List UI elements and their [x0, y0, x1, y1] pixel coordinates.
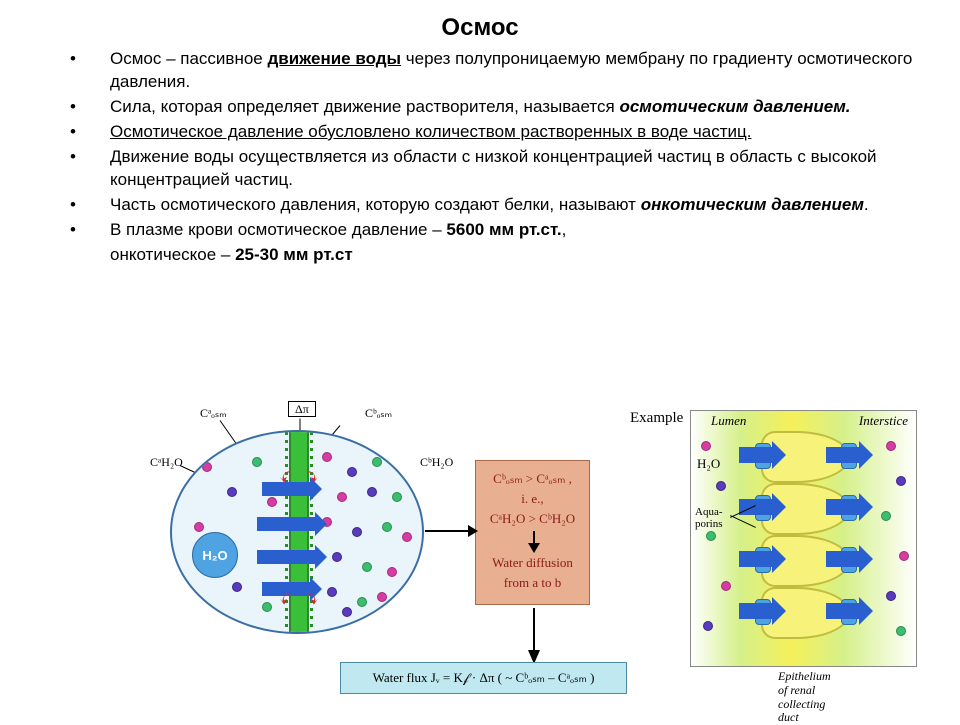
- h2o-icon: H₂O: [192, 532, 238, 578]
- aquaporins-label-2: porins: [695, 518, 723, 530]
- h2o-panel-label: H₂O: [697, 456, 720, 472]
- bullet-4: Движение воды осуществляется из области …: [110, 146, 920, 192]
- bullet-1: Осмос – пассивное движение воды через по…: [110, 48, 920, 94]
- example-label: Example: [630, 410, 683, 427]
- figure-area: CᵃH₂O Cᵃₒₛₘ Δπ Cᵇₒₛₘ CᵇH₂O: [140, 400, 920, 710]
- slide-title: Осмос: [0, 0, 960, 48]
- bullet-list: Осмос – пассивное движение воды через по…: [0, 48, 960, 266]
- bullet-3: Осмотическое давление обусловлено количе…: [110, 121, 920, 144]
- label-cosm-a: Cᵃₒₛₘ: [200, 406, 227, 421]
- side-b-label: b: [367, 612, 376, 628]
- panel-caption: Epithelium of renal collecting duct: [778, 670, 831, 725]
- side-a-label: a: [217, 612, 225, 628]
- label-ch2o-a: CᵃH₂O: [150, 455, 183, 470]
- osmosis-cell-diagram: CᵃH₂O Cᵃₒₛₘ Δπ Cᵇₒₛₘ CᵇH₂O: [140, 400, 450, 680]
- aquaporins-label-1: Aqua-: [695, 506, 723, 518]
- bullet-5: Часть осмотического давления, которую со…: [110, 194, 920, 217]
- label-ch2o-b: CᵇH₂O: [420, 455, 453, 470]
- flux-equation-box: Water flux Jᵥ = K𝒻 · Δπ ( ~ Cᵇₒₛₘ – Cᵃₒₛ…: [340, 662, 627, 694]
- flow-arrow-icon: [262, 482, 312, 496]
- label-cosm-b: Cᵇₒₛₘ: [365, 406, 392, 421]
- bullet-2: Сила, которая определяет движение раство…: [110, 96, 920, 119]
- red-arrow-icon: [280, 470, 294, 484]
- bullet-7: онкотическое – 25-30 мм рт.ст: [110, 244, 920, 267]
- epithelium-panel: Lumen Interstice: [690, 410, 917, 667]
- lumen-label: Lumen: [711, 413, 746, 429]
- label-dpi: Δπ: [288, 402, 316, 417]
- interstice-label: Interstice: [859, 413, 908, 429]
- bullet-6: В плазме крови осмотическое давление – 5…: [110, 219, 920, 242]
- conditions-box: Cᵇₒₛₘ > Cᵃₒₛₘ , i. e., CᵃH₂O > CᵇH₂O Wat…: [475, 460, 590, 605]
